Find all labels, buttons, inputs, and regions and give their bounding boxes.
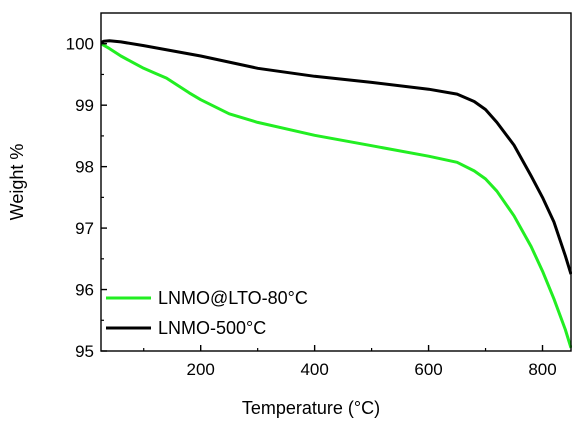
legend: LNMO@LTO-80°C LNMO-500°C — [106, 288, 308, 338]
y-tick-label: 100 — [66, 35, 94, 54]
x-tick-label: 800 — [528, 360, 556, 379]
y-tick-label: 97 — [75, 219, 94, 238]
legend-label-lnmo: LNMO-500°C — [158, 318, 266, 338]
legend-label-lnmo-lto: LNMO@LTO-80°C — [158, 288, 308, 308]
y-axis-title: Weight % — [7, 144, 27, 221]
y-tick-label: 99 — [75, 96, 94, 115]
plot-lines — [100, 39, 572, 349]
x-axis-title: Temperature (°C) — [242, 398, 380, 418]
y-tick-label: 98 — [75, 158, 94, 177]
y-tick-label: 95 — [75, 342, 94, 361]
x-tick-label: 200 — [187, 360, 215, 379]
y-tick-label: 96 — [75, 281, 94, 300]
plot-frame — [100, 12, 572, 352]
series-line-1 — [100, 39, 572, 275]
y-axis-ticks: 95 96 97 98 99 100 — [66, 35, 107, 361]
x-axis-ticks: 200 400 600 800 — [143, 345, 557, 379]
x-tick-label: 600 — [414, 360, 442, 379]
series-line-0 — [100, 42, 572, 349]
x-tick-label: 400 — [300, 360, 328, 379]
